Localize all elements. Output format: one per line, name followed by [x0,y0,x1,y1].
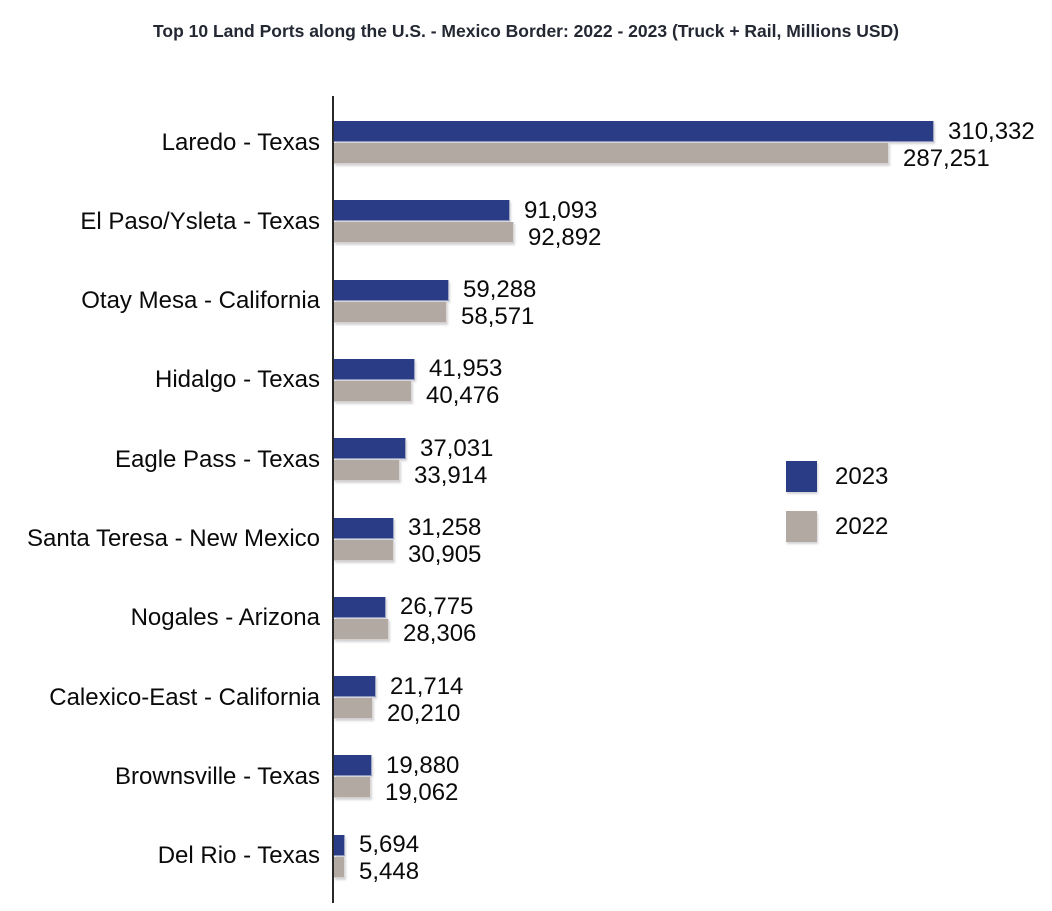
category-label: El Paso/Ysleta - Texas [80,207,320,235]
bar-2022 [334,618,389,640]
value-label-2023: 26,775 [400,593,474,621]
legend-swatch-2022 [786,511,817,542]
value-label-2023: 21,714 [390,672,464,700]
bar-2023 [334,755,372,777]
bar-2022 [334,380,412,402]
bar-2022 [334,777,371,799]
legend-label-2022: 2022 [835,513,889,540]
bar-2023 [334,279,449,301]
category-label: Calexico-East - California [49,683,320,711]
value-label-2022: 287,251 [903,144,990,172]
bar-2023 [334,834,345,856]
bar-2022 [334,143,889,164]
value-label-2023: 310,332 [948,117,1035,145]
chart-title: Top 10 Land Ports along the U.S. - Mexic… [152,21,900,41]
value-label-2022: 33,914 [414,461,488,489]
category-label: Brownsville - Texas [115,762,320,790]
category-label: Nogales - Arizona [130,604,320,632]
category-label: Hidalgo - Texas [155,366,320,394]
category-label: Laredo - Texas [161,128,320,156]
value-label-2023: 59,288 [463,276,537,304]
bar-2022 [334,856,345,878]
bar-2023 [334,596,386,618]
legend-swatch-2023 [786,461,817,492]
value-label-2023: 5,694 [359,831,420,859]
bar-2023 [334,676,376,698]
category-label: Del Rio - Texas [157,842,320,870]
value-label-2023: 91,093 [524,196,598,224]
value-label-2022: 40,476 [426,382,500,410]
y-axis-line [332,96,334,903]
legend-label-2023: 2023 [835,463,889,490]
bar-2022 [334,301,447,323]
value-label-2023: 37,031 [420,434,494,462]
value-label-2022: 30,905 [408,541,482,568]
value-label-2023: 41,953 [429,355,503,383]
bar-2022 [334,460,400,482]
legend: 2023 2022 [786,461,888,561]
bar-2022 [334,698,373,720]
bar-2023 [334,438,406,460]
bar-2023 [334,121,934,142]
value-label-2023: 19,880 [386,751,460,779]
bar-2023 [334,200,510,222]
value-label-2023: 31,258 [408,514,482,541]
bar-2022 [334,539,394,561]
legend-entry-2022: 2022 [786,511,888,542]
category-label: Eagle Pass - Texas [115,445,320,473]
category-label: Otay Mesa - California [81,287,320,315]
bar-2023 [334,358,415,380]
value-label-2022: 5,448 [359,858,420,886]
category-label: Santa Teresa - New Mexico [26,525,320,552]
bar-2023 [334,517,394,539]
value-label-2022: 92,892 [528,223,602,251]
bar-2022 [334,222,514,244]
value-label-2022: 28,306 [403,620,477,648]
value-label-2022: 19,062 [385,778,459,806]
legend-entry-2023: 2023 [786,461,888,492]
value-label-2022: 20,210 [387,699,461,727]
value-label-2022: 58,571 [461,303,535,331]
